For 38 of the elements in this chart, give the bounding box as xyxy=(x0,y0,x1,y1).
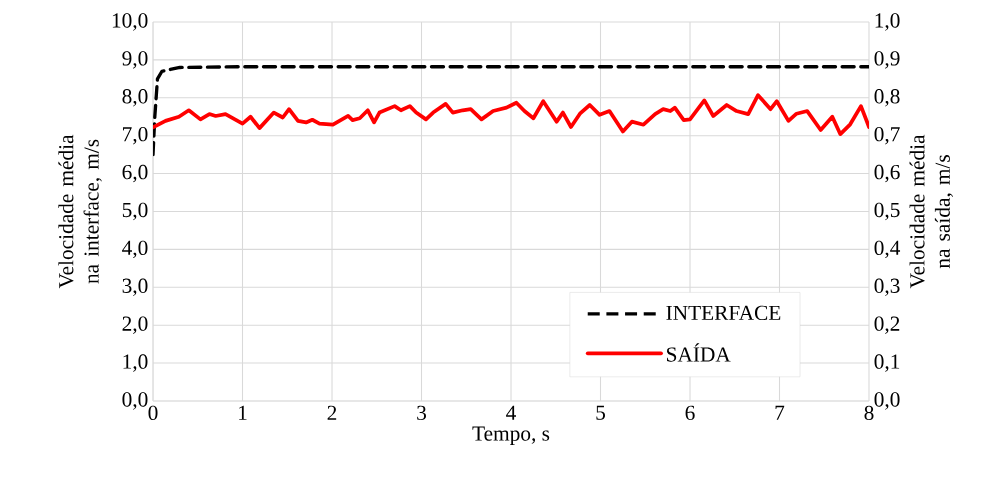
y-tick-label: 6,0 xyxy=(122,164,148,183)
y2-tick-label: 0,6 xyxy=(874,164,900,183)
y-tick-label: 1,0 xyxy=(123,354,148,372)
y2-tick-label: 1,0 xyxy=(875,13,900,31)
y-tick-label: 0,0 xyxy=(122,392,148,410)
y2-axis-title: Velocidade média na saída, m/s xyxy=(909,134,953,289)
y2-tick-label: 0,5 xyxy=(874,202,900,221)
y-tick-label: 9,0 xyxy=(122,51,148,69)
y2-tick-label: 0,7 xyxy=(874,126,900,145)
legend-label: SAÍDA xyxy=(667,343,731,362)
y2-tick-label: 0,8 xyxy=(874,89,900,107)
y2-tick-label: 0,0 xyxy=(874,392,900,410)
y-axis-title: Velocidade média na interface, m/s xyxy=(58,134,102,289)
x-tick-label: 8 xyxy=(864,405,874,421)
y-tick-label: 5,0 xyxy=(122,202,148,221)
y-tick-label: 10,0 xyxy=(112,13,148,31)
x-axis-title: Tempo, s xyxy=(472,426,550,446)
y2-tick-label: 0,4 xyxy=(874,240,901,259)
x-tick-label: 4 xyxy=(506,405,516,420)
x-tick-label: 7 xyxy=(775,405,785,420)
y2-tick-label: 0,3 xyxy=(874,278,900,297)
y-tick-label: 2,0 xyxy=(122,316,148,334)
y-tick-label: 4,0 xyxy=(122,240,148,259)
x-tick-label: 1 xyxy=(239,405,247,420)
x-tick-label: 5 xyxy=(596,405,605,420)
x-tick-label: 3 xyxy=(417,405,426,421)
y-tick-label: 3,0 xyxy=(122,278,148,297)
legend-label: INTERFACE xyxy=(666,305,781,321)
x-tick-label: 2 xyxy=(327,405,337,420)
line-series xyxy=(153,65,869,157)
y-tick-label: 8,0 xyxy=(122,89,148,107)
y-tick-label: 7,0 xyxy=(123,126,148,145)
y2-tick-label: 0,1 xyxy=(874,354,900,372)
x-tick-label: 6 xyxy=(685,405,695,421)
y2-tick-label: 0,9 xyxy=(874,51,900,69)
x-tick-label: 0 xyxy=(148,405,158,421)
y2-tick-label: 0,2 xyxy=(874,316,900,334)
line-series xyxy=(153,93,870,137)
